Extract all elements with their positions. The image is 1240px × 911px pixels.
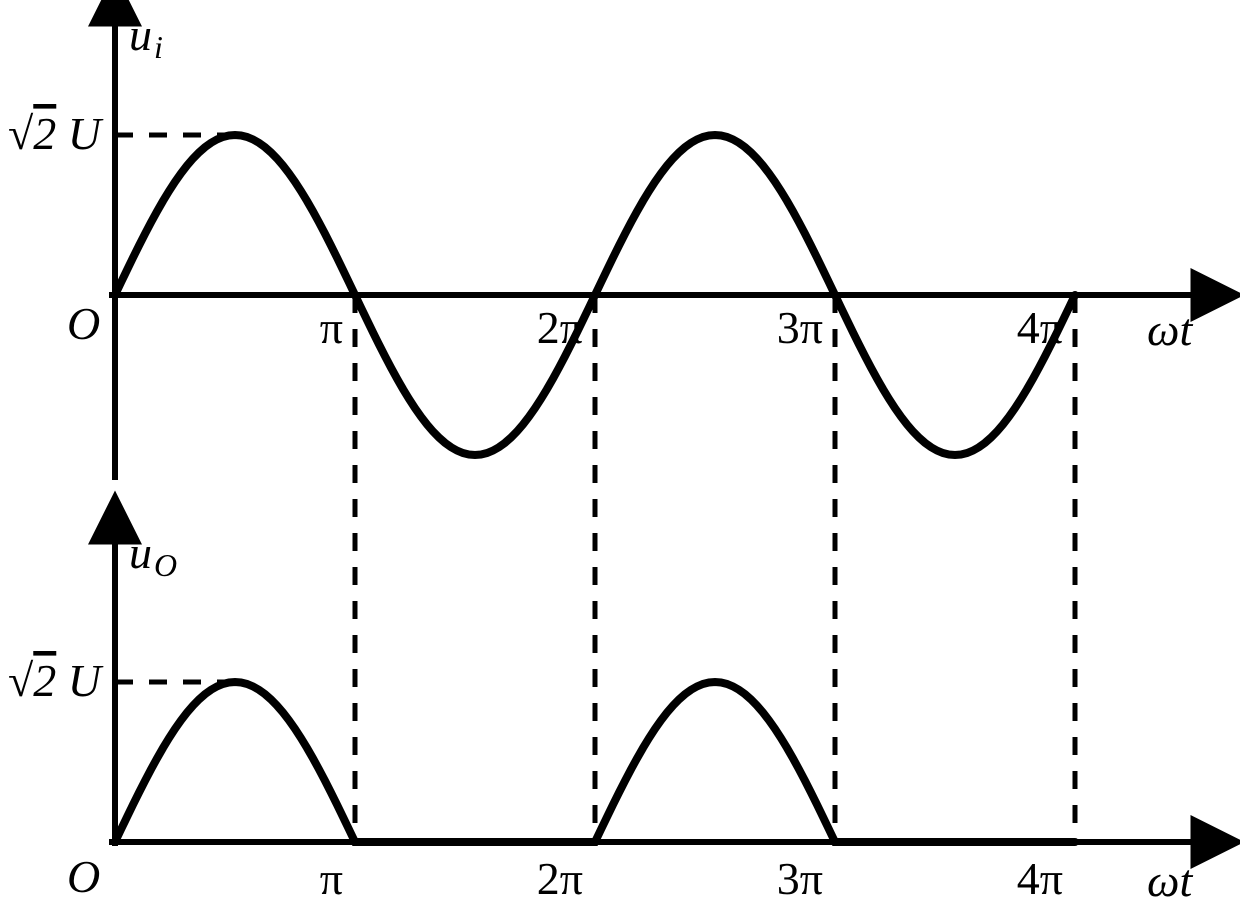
top-tick-2π: 2π <box>537 302 583 353</box>
top-peak-label: √2 U <box>8 108 104 159</box>
plot-input: ui √2 U O ωt <box>8 9 1195 480</box>
bottom-tick-π: π <box>320 853 343 904</box>
vertical-guides <box>355 295 1075 842</box>
top-x-ticks: π 2π 3π 4π <box>320 302 1063 353</box>
top-tick-4π: 4π <box>1017 302 1063 353</box>
plot-output: uO √2 U O ωt <box>8 527 1195 906</box>
top-origin-label: O <box>67 298 100 349</box>
bottom-x-axis-label: ωt <box>1147 855 1193 906</box>
bottom-peak-label: √2 U <box>8 655 104 706</box>
top-y-axis-label: ui <box>129 9 163 65</box>
top-tick-π: π <box>320 302 343 353</box>
bottom-tick-4π: 4π <box>1017 853 1063 904</box>
bottom-tick-2π: 2π <box>537 853 583 904</box>
top-x-axis-label: ωt <box>1147 304 1193 355</box>
bottom-tick-3π: 3π <box>777 853 823 904</box>
waveform-diagram: ui √2 U O ωt π 2π 3π 4π uO √2 U O ωt π 2π 3π 4… <box>0 0 1240 911</box>
bottom-y-axis-label: uO <box>129 527 177 583</box>
top-tick-3π: 3π <box>777 302 823 353</box>
bottom-x-ticks: π 2π 3π 4π <box>320 853 1063 904</box>
bottom-origin-label: O <box>67 851 100 902</box>
